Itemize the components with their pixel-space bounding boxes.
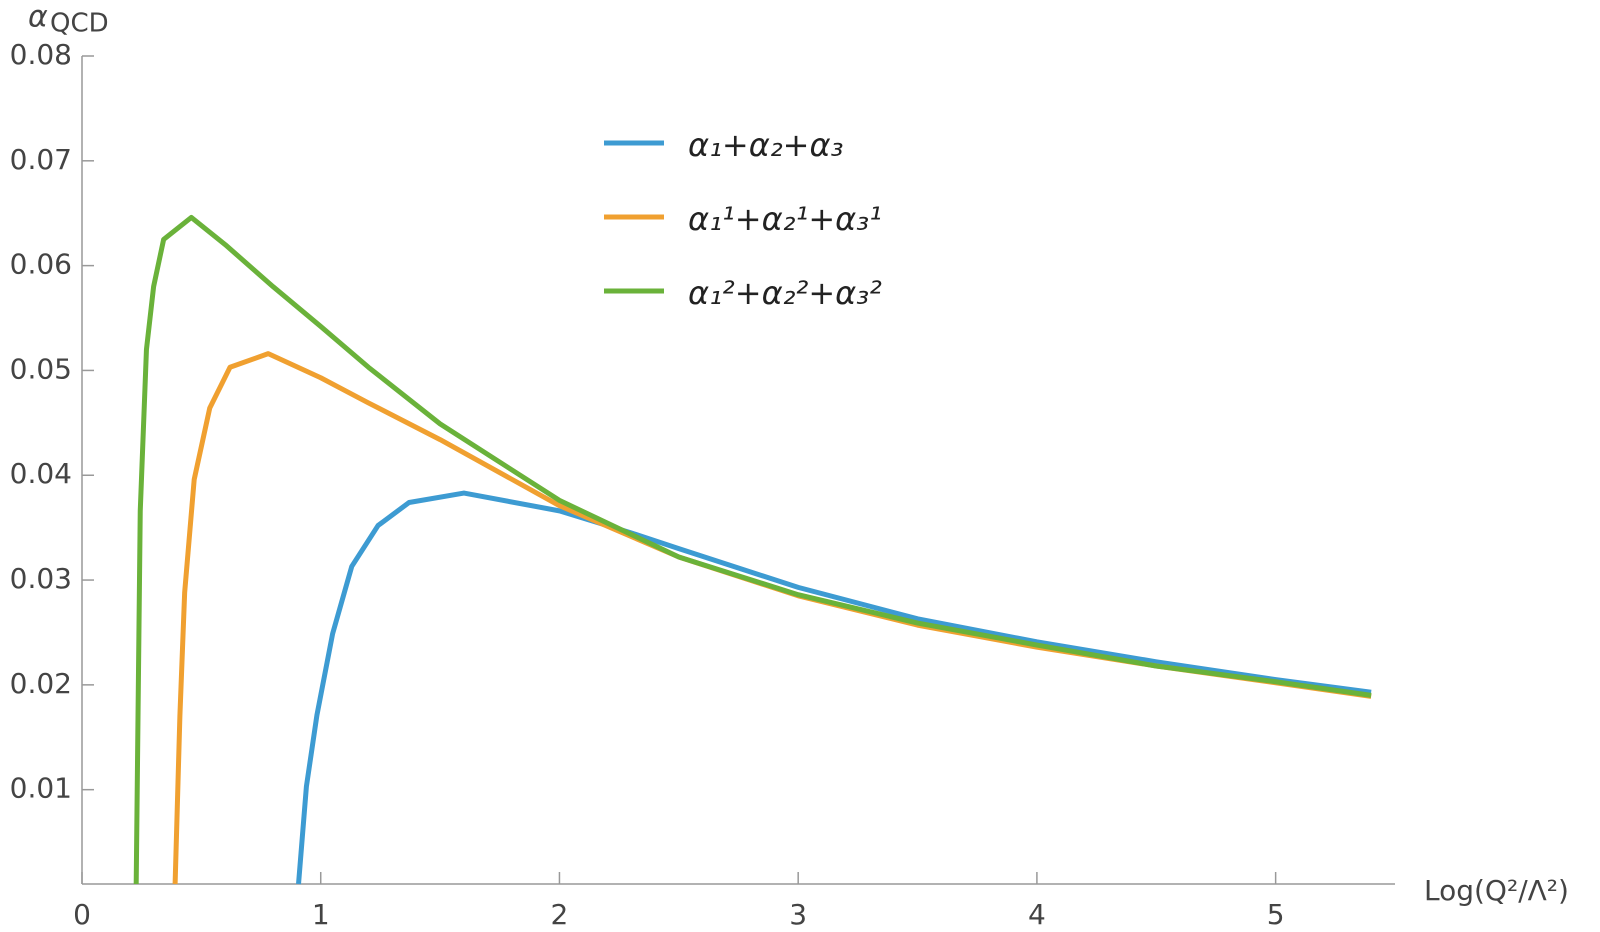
legend-text: α₁¹+α₂¹+α₃¹ bbox=[688, 200, 882, 238]
legend-text: α₁+α₂+α₃ bbox=[688, 126, 843, 164]
series-line bbox=[172, 351, 1372, 885]
y-label-subscript: QCD bbox=[50, 9, 109, 39]
x-tick-label: 4 bbox=[1028, 898, 1046, 931]
y-tick-label: 0.01 bbox=[10, 772, 72, 805]
x-tick-label: 0 bbox=[73, 898, 91, 931]
x-tick-label: 5 bbox=[1267, 898, 1285, 931]
x-tick-label: 3 bbox=[789, 898, 807, 931]
legend-text: α₁²+α₂²+α₃² bbox=[688, 274, 882, 312]
series-line bbox=[296, 490, 1372, 885]
y-tick-label: 0.04 bbox=[10, 457, 72, 490]
x-tick-label: 1 bbox=[312, 898, 330, 931]
y-tick-label: 0.07 bbox=[10, 143, 72, 176]
y-label-symbol: α bbox=[28, 0, 48, 35]
x-label: Log(Q²/Λ²) bbox=[1424, 874, 1569, 907]
series-line bbox=[133, 214, 1372, 885]
y-tick-label: 0.02 bbox=[10, 667, 72, 700]
x-tick-label: 2 bbox=[551, 898, 569, 931]
y-tick-label: 0.08 bbox=[10, 38, 72, 71]
y-tick-label: 0.05 bbox=[10, 352, 72, 385]
y-tick-label: 0.06 bbox=[10, 248, 72, 281]
y-tick-label: 0.03 bbox=[10, 562, 72, 595]
